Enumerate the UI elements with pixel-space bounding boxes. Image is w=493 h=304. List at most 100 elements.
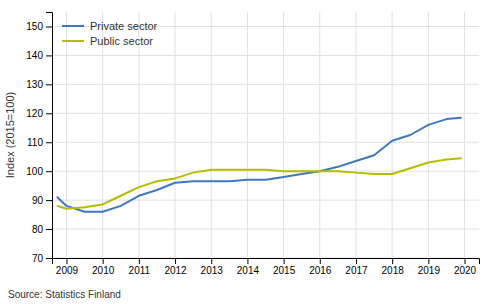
- tick: 2011: [129, 258, 151, 276]
- tick-mark: [46, 171, 52, 172]
- grid-line: [52, 142, 479, 143]
- tick: 130: [26, 79, 52, 90]
- tick-mark: [46, 55, 52, 56]
- grid-line: [52, 55, 479, 56]
- lines: [57, 118, 460, 212]
- legend-label: Public sector: [90, 35, 153, 47]
- tick-label: 2016: [309, 265, 332, 276]
- tick-label: 2014: [237, 265, 260, 276]
- tick-mark: [392, 258, 393, 264]
- tick-mark: [46, 142, 52, 143]
- tick: 2010: [92, 258, 115, 276]
- tick: 80: [32, 224, 52, 235]
- tick-label: 90: [32, 195, 44, 206]
- series-line: [57, 118, 460, 212]
- x-axis: 2009 2010 2011 2012 2013 2014 2015 2016 2017 2018…: [53, 258, 480, 276]
- tick-label: 150: [26, 21, 43, 32]
- tick: 100: [26, 166, 52, 177]
- grid-line: [283, 12, 284, 258]
- tick-mark: [46, 200, 52, 201]
- y-axis-title: Index (2015=100): [4, 92, 16, 179]
- tick: 120: [26, 108, 52, 119]
- grid-line: [66, 12, 67, 258]
- legend-swatch: [62, 25, 84, 27]
- tick: 2014: [237, 258, 260, 276]
- tick: 2019: [418, 258, 441, 276]
- tick-label: 140: [26, 50, 43, 61]
- tick-mark: [46, 26, 52, 27]
- tick: 2020: [454, 258, 477, 276]
- tick-mark: [46, 258, 52, 259]
- tick-label: 2015: [273, 265, 296, 276]
- tick-label: 70: [32, 253, 44, 264]
- grid: [52, 12, 479, 258]
- grid-line: [247, 12, 248, 258]
- legend-item: Private sector: [62, 20, 158, 32]
- tick-mark: [46, 84, 52, 85]
- grid-line: [355, 12, 356, 258]
- tick: 110: [27, 137, 52, 148]
- legend: Private sector Public sector: [62, 20, 158, 47]
- tick-mark: [66, 258, 67, 264]
- tick-label: 2012: [164, 265, 187, 276]
- tick: 2018: [382, 258, 405, 276]
- tick-mark: [139, 258, 140, 264]
- tick: 2009: [56, 258, 79, 276]
- legend-label: Private sector: [90, 20, 158, 32]
- tick: 2016: [309, 258, 332, 276]
- tick: 2013: [201, 258, 224, 276]
- tick-label: 2018: [382, 265, 405, 276]
- tick-label: 80: [32, 224, 44, 235]
- tick-label: 120: [26, 108, 43, 119]
- tick-label: 2013: [201, 265, 224, 276]
- grid-line: [52, 229, 479, 230]
- tick-label: 100: [26, 166, 43, 177]
- legend-item: Public sector: [62, 35, 153, 47]
- grid-line: [52, 171, 479, 172]
- tick-label: 2020: [454, 265, 477, 276]
- grid-line: [175, 12, 176, 258]
- chart: 2009 2010 2011 2012 2013 2014 2015 2016 2017 2018…: [0, 0, 493, 304]
- grid-line: [138, 12, 139, 258]
- grid-line: [52, 84, 479, 85]
- tick-mark: [284, 258, 285, 264]
- tick: 2012: [164, 258, 187, 276]
- grid-line: [319, 12, 320, 258]
- tick-mark: [320, 258, 321, 264]
- tick: 70: [32, 253, 52, 264]
- tick-mark: [103, 258, 104, 264]
- legend-swatch: [62, 40, 84, 42]
- grid-line: [392, 12, 393, 258]
- tick: 150: [26, 21, 52, 32]
- annotation: Source: Statistics Finland: [8, 289, 121, 300]
- grid-line: [428, 12, 429, 258]
- series-line: [57, 158, 460, 209]
- grid-line: [52, 200, 479, 201]
- tick-label: 110: [27, 137, 43, 148]
- tick-label: 2017: [345, 265, 368, 276]
- y-axis: 70 80 90 100 110 120 130 140 150: [26, 13, 52, 264]
- axis-line: [53, 259, 480, 265]
- axis-line: [46, 13, 53, 259]
- tick-label: 2019: [418, 265, 441, 276]
- grid-line: [102, 12, 103, 258]
- grid-line: [52, 113, 479, 114]
- plot: 2009 2010 2011 2012 2013 2014 2015 2016 2017 2018…: [4, 12, 480, 276]
- tick: 90: [32, 195, 52, 206]
- tick: 2015: [273, 258, 296, 276]
- tick: 2017: [345, 258, 368, 276]
- tick-mark: [46, 229, 52, 230]
- grid-line: [211, 12, 212, 258]
- tick-label: 2009: [56, 265, 79, 276]
- tick: 140: [26, 50, 52, 61]
- tick-mark: [46, 113, 52, 114]
- tick-mark: [175, 258, 176, 264]
- tick-mark: [247, 258, 248, 264]
- tick-label: 130: [26, 79, 43, 90]
- tick-mark: [428, 258, 429, 264]
- tick-mark: [465, 258, 466, 264]
- tick-mark: [356, 258, 357, 264]
- grid-line: [464, 12, 465, 258]
- tick-mark: [211, 258, 212, 264]
- tick-label: 2010: [92, 265, 115, 276]
